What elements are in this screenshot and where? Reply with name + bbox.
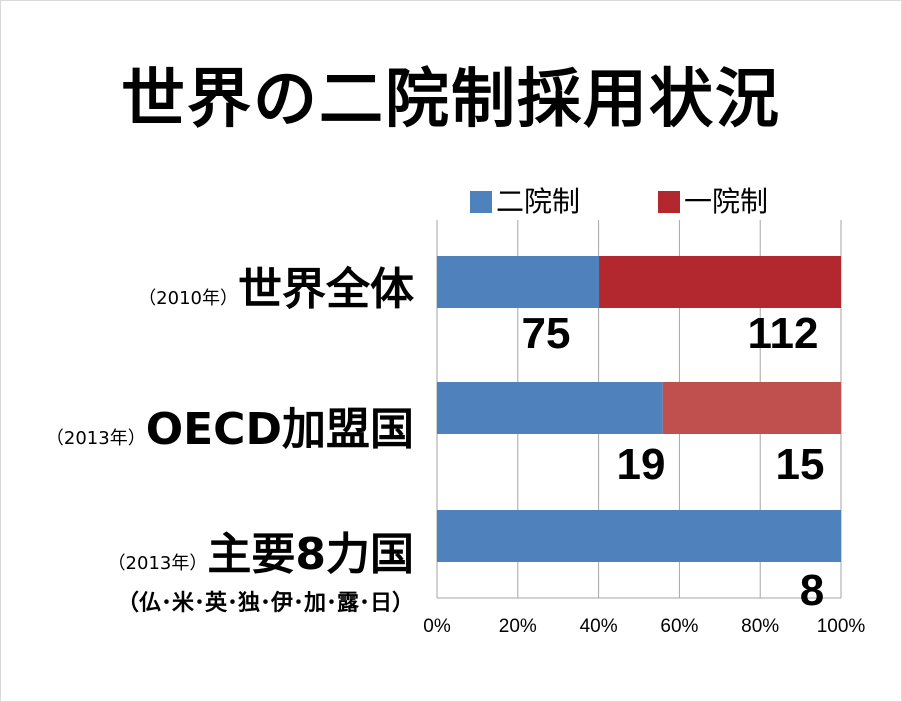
chart-title: 世界の二院制採用状況 [121, 63, 781, 137]
category-year-oecd: （2013年） [45, 428, 146, 449]
x-tick-label: 80% [741, 616, 779, 637]
data-label: 8 [800, 566, 824, 615]
x-tick-label: 40% [580, 616, 618, 637]
legend-swatch-bicameral [470, 191, 492, 213]
legend-item-unicameral: 一院制 [658, 180, 768, 220]
x-tick-label: 20% [499, 616, 537, 637]
category-year-world: （2010年） [138, 288, 238, 309]
x-tick-label: 60% [660, 616, 698, 637]
x-tick-label: 100% [817, 616, 866, 637]
data-label: 112 [748, 309, 819, 358]
data-label: 15 [776, 440, 825, 489]
category-name-g8: 主要8力国 [207, 529, 414, 580]
bar-unicameral-1 [662, 382, 841, 434]
category-year-g8: （2013年） [107, 553, 208, 574]
legend-swatch-unicameral [658, 191, 680, 213]
category-label-g8: （2013年）主要8力国 [108, 518, 414, 582]
category-sub-g8: （仏･米･英･独･伊･加･露･日） [116, 591, 414, 616]
bar-unicameral-0 [599, 256, 841, 308]
bar-bicameral-1 [437, 382, 663, 434]
bar-bicameral-2 [437, 510, 841, 562]
legend-label-bicameral: 二院制 [496, 185, 581, 218]
category-name-world: 世界全体 [238, 264, 414, 315]
category-label-oecd: （2013年）OECD加盟国 [46, 393, 414, 457]
category-name-oecd: OECD加盟国 [145, 404, 414, 455]
data-label: 75 [522, 309, 571, 358]
x-tick-label: 0% [423, 616, 451, 637]
bar-bicameral-0 [437, 256, 600, 308]
category-label-world: （2010年）世界全体 [138, 253, 414, 317]
legend-label-unicameral: 一院制 [684, 185, 769, 218]
data-label: 19 [617, 440, 666, 489]
legend-item-bicameral: 二院制 [470, 180, 580, 220]
